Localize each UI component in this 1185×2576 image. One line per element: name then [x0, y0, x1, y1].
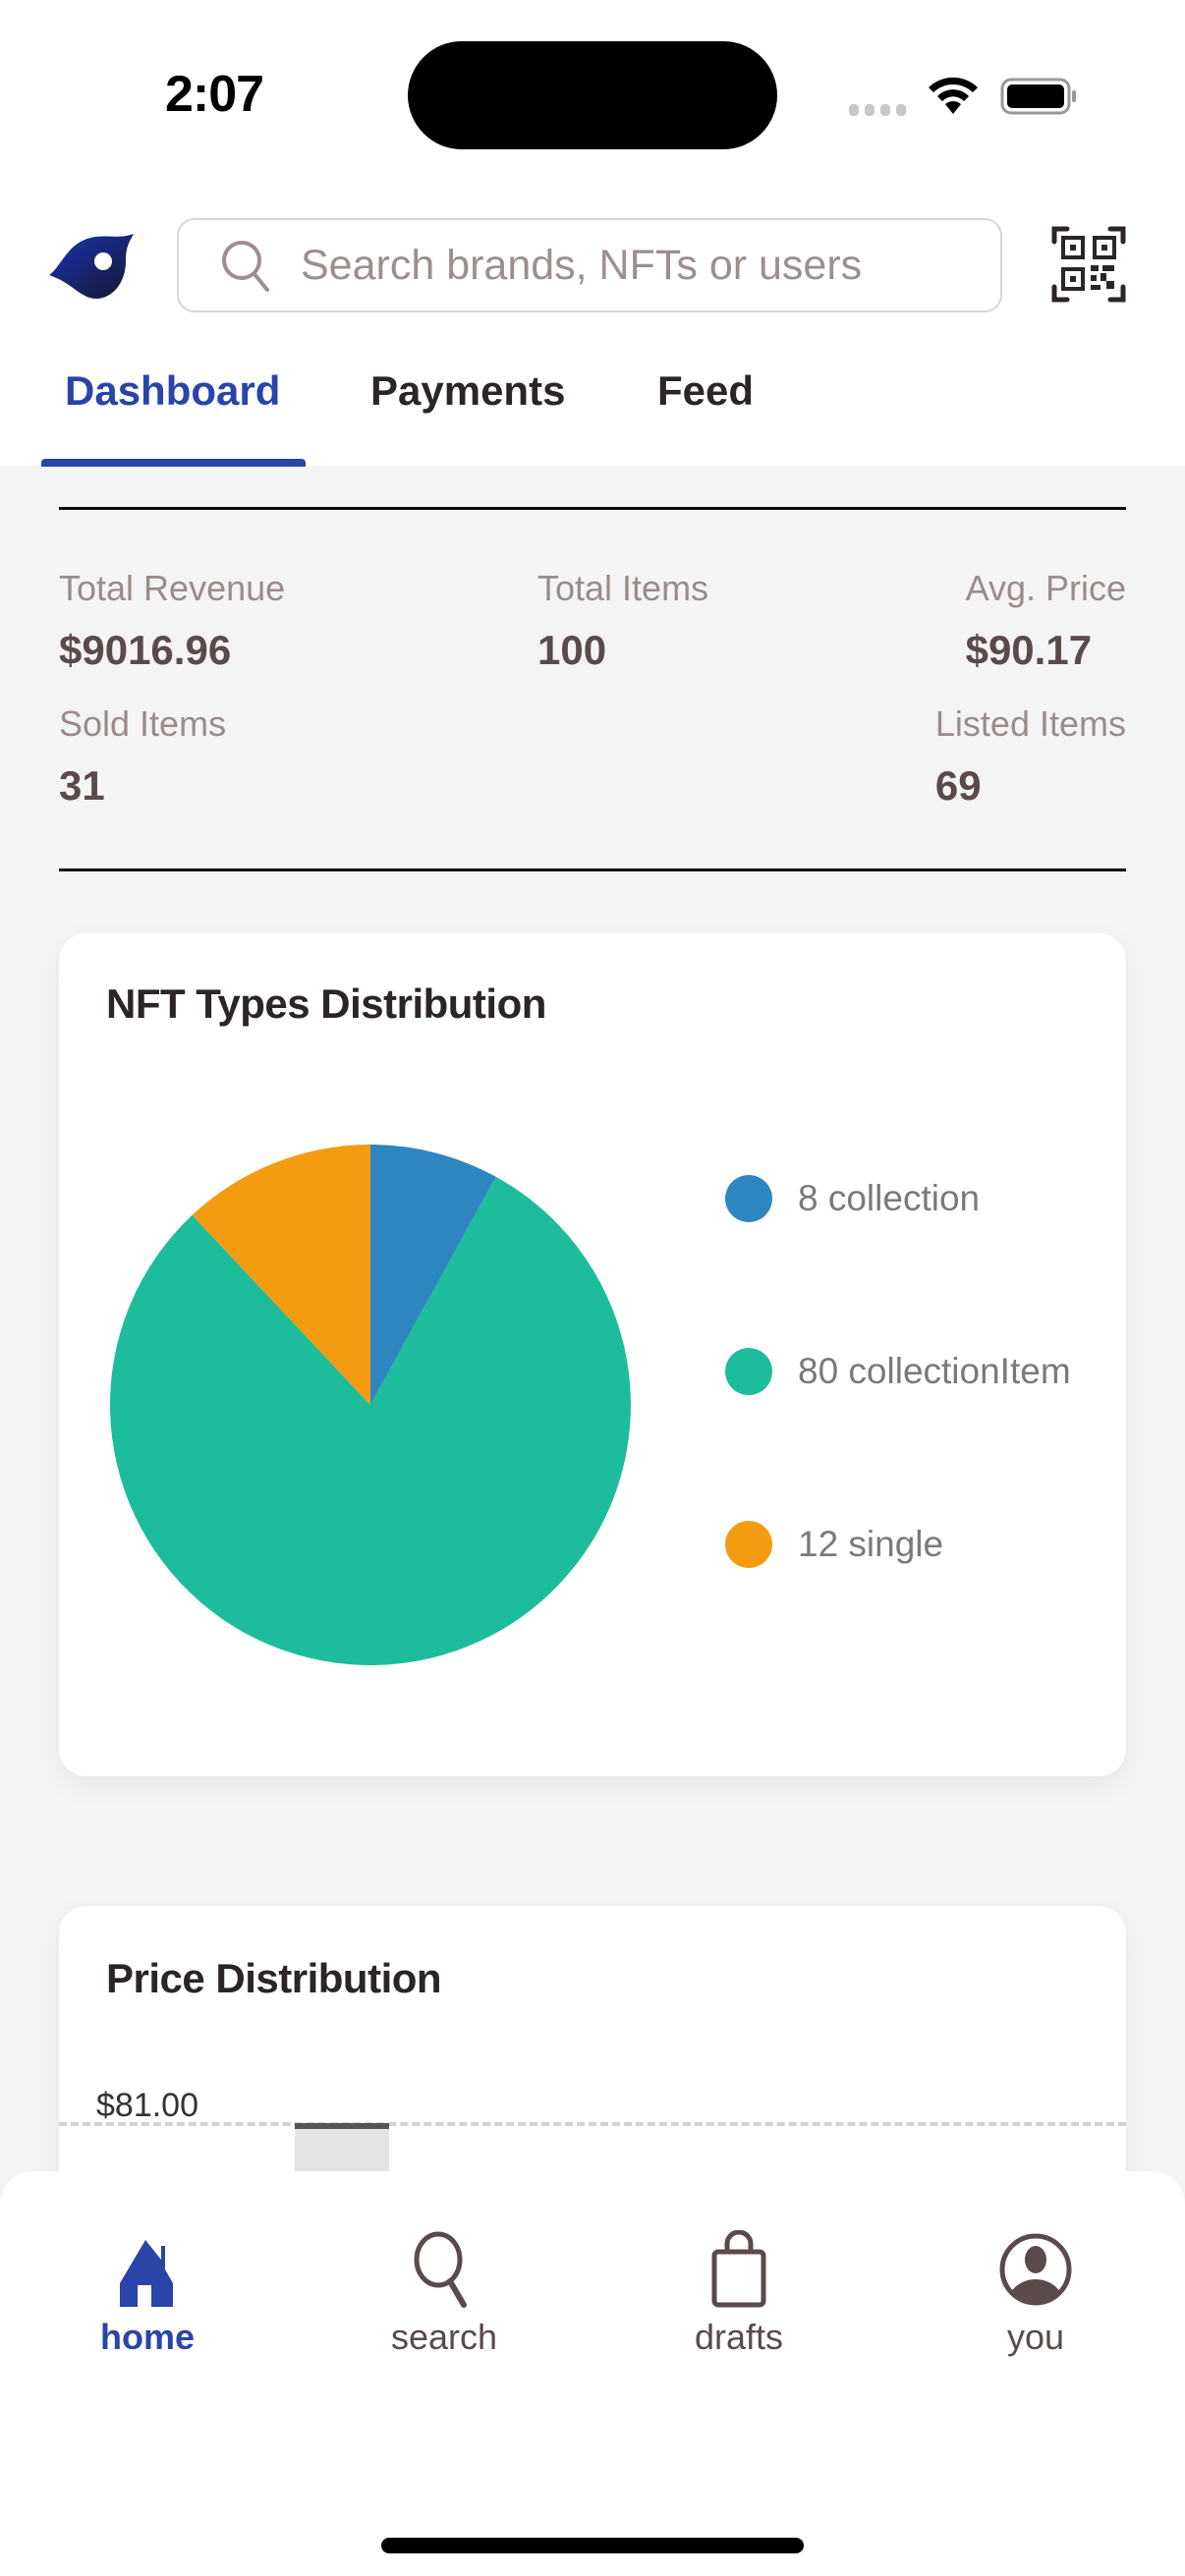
- tab-feed[interactable]: Feed: [657, 367, 755, 414]
- legend-label: 12 single: [798, 1524, 944, 1564]
- stat-listed-items: Listed Items 69: [935, 703, 1126, 810]
- legend-label: 80 collectionItem: [798, 1351, 1071, 1391]
- legend-dot-icon: [725, 1175, 772, 1222]
- pie-slice-collection[interactable]: [370, 1145, 496, 1405]
- stat-avg-price: Avg. Price $90.17: [966, 568, 1126, 674]
- nav-drafts[interactable]: drafts: [641, 2230, 837, 2358]
- stat-value: 69: [934, 762, 982, 809]
- home-indicator[interactable]: [381, 2538, 804, 2553]
- tab-payments[interactable]: Payments: [370, 367, 566, 414]
- search-icon: [414, 2231, 467, 2308]
- legend-item-single[interactable]: 12 single: [725, 1521, 943, 1568]
- status-time: 2:07: [165, 66, 264, 123]
- pie-slice-single[interactable]: [192, 1145, 370, 1405]
- stat-label: Avg. Price: [965, 568, 1126, 608]
- legend-dot-icon: [725, 1348, 772, 1395]
- cellular-signal-icon: [849, 104, 906, 116]
- legend-dot-icon: [725, 1521, 772, 1568]
- stat-value: 31: [59, 762, 105, 809]
- price-axis-label: $81.00: [96, 2087, 198, 2124]
- nav-label: home: [99, 2317, 195, 2357]
- nft-types-pie-chart: [109, 1145, 631, 1665]
- stat-value: 100: [537, 627, 607, 673]
- nav-label: you: [1006, 2317, 1065, 2357]
- app-header: 2:07: [0, 0, 1185, 467]
- stat-value: $90.17: [965, 627, 1093, 673]
- search-bar[interactable]: [177, 218, 1002, 312]
- stat-total-items: Total Items 100: [537, 568, 708, 674]
- pie-slice-collectionItem[interactable]: [109, 1176, 631, 1665]
- nav-search[interactable]: search: [346, 2230, 542, 2358]
- search-input[interactable]: [301, 241, 988, 290]
- app-logo-icon: [49, 234, 134, 299]
- stats-top-divider: [59, 507, 1126, 510]
- stat-label: Total Items: [537, 568, 709, 608]
- stat-label: Total Revenue: [59, 568, 286, 608]
- price-reference-line: [59, 2122, 1126, 2126]
- nav-home[interactable]: home: [49, 2230, 246, 2358]
- legend-item-collectionItem[interactable]: 80 collectionItem: [725, 1348, 1071, 1395]
- shopping-bag-icon: [711, 2230, 766, 2308]
- stat-sold-items: Sold Items 31: [59, 703, 226, 810]
- home-icon: [120, 2240, 173, 2307]
- bottom-navigation: home search drafts you: [0, 2171, 1185, 2576]
- active-tab-indicator: [41, 459, 306, 467]
- stat-label: Sold Items: [59, 703, 227, 744]
- tab-dashboard[interactable]: Dashboard: [65, 367, 281, 414]
- legend-label: 8 collection: [798, 1178, 981, 1218]
- card-title: NFT Types Distribution: [106, 980, 546, 1027]
- stat-label: Listed Items: [934, 703, 1126, 744]
- stat-value: $9016.96: [59, 627, 232, 673]
- stats-bottom-divider: [59, 868, 1126, 871]
- card-title: Price Distribution: [106, 1955, 442, 2001]
- dynamic-island: [408, 41, 777, 149]
- nft-types-card: NFT Types Distribution 8 collection 80 c…: [59, 933, 1126, 1776]
- stat-total-revenue: Total Revenue $9016.96: [59, 568, 285, 674]
- battery-icon: [1000, 78, 1076, 115]
- legend-item-collection[interactable]: 8 collection: [725, 1175, 980, 1222]
- qr-code-scan-icon[interactable]: [1051, 226, 1126, 303]
- user-circle-icon: [999, 2233, 1072, 2306]
- wifi-icon: [929, 77, 978, 114]
- nav-label: search: [390, 2317, 498, 2357]
- nav-you[interactable]: you: [937, 2230, 1134, 2358]
- search-icon: [222, 241, 269, 292]
- tab-bar: Dashboard Payments Feed: [0, 354, 1185, 466]
- nav-label: drafts: [694, 2317, 784, 2357]
